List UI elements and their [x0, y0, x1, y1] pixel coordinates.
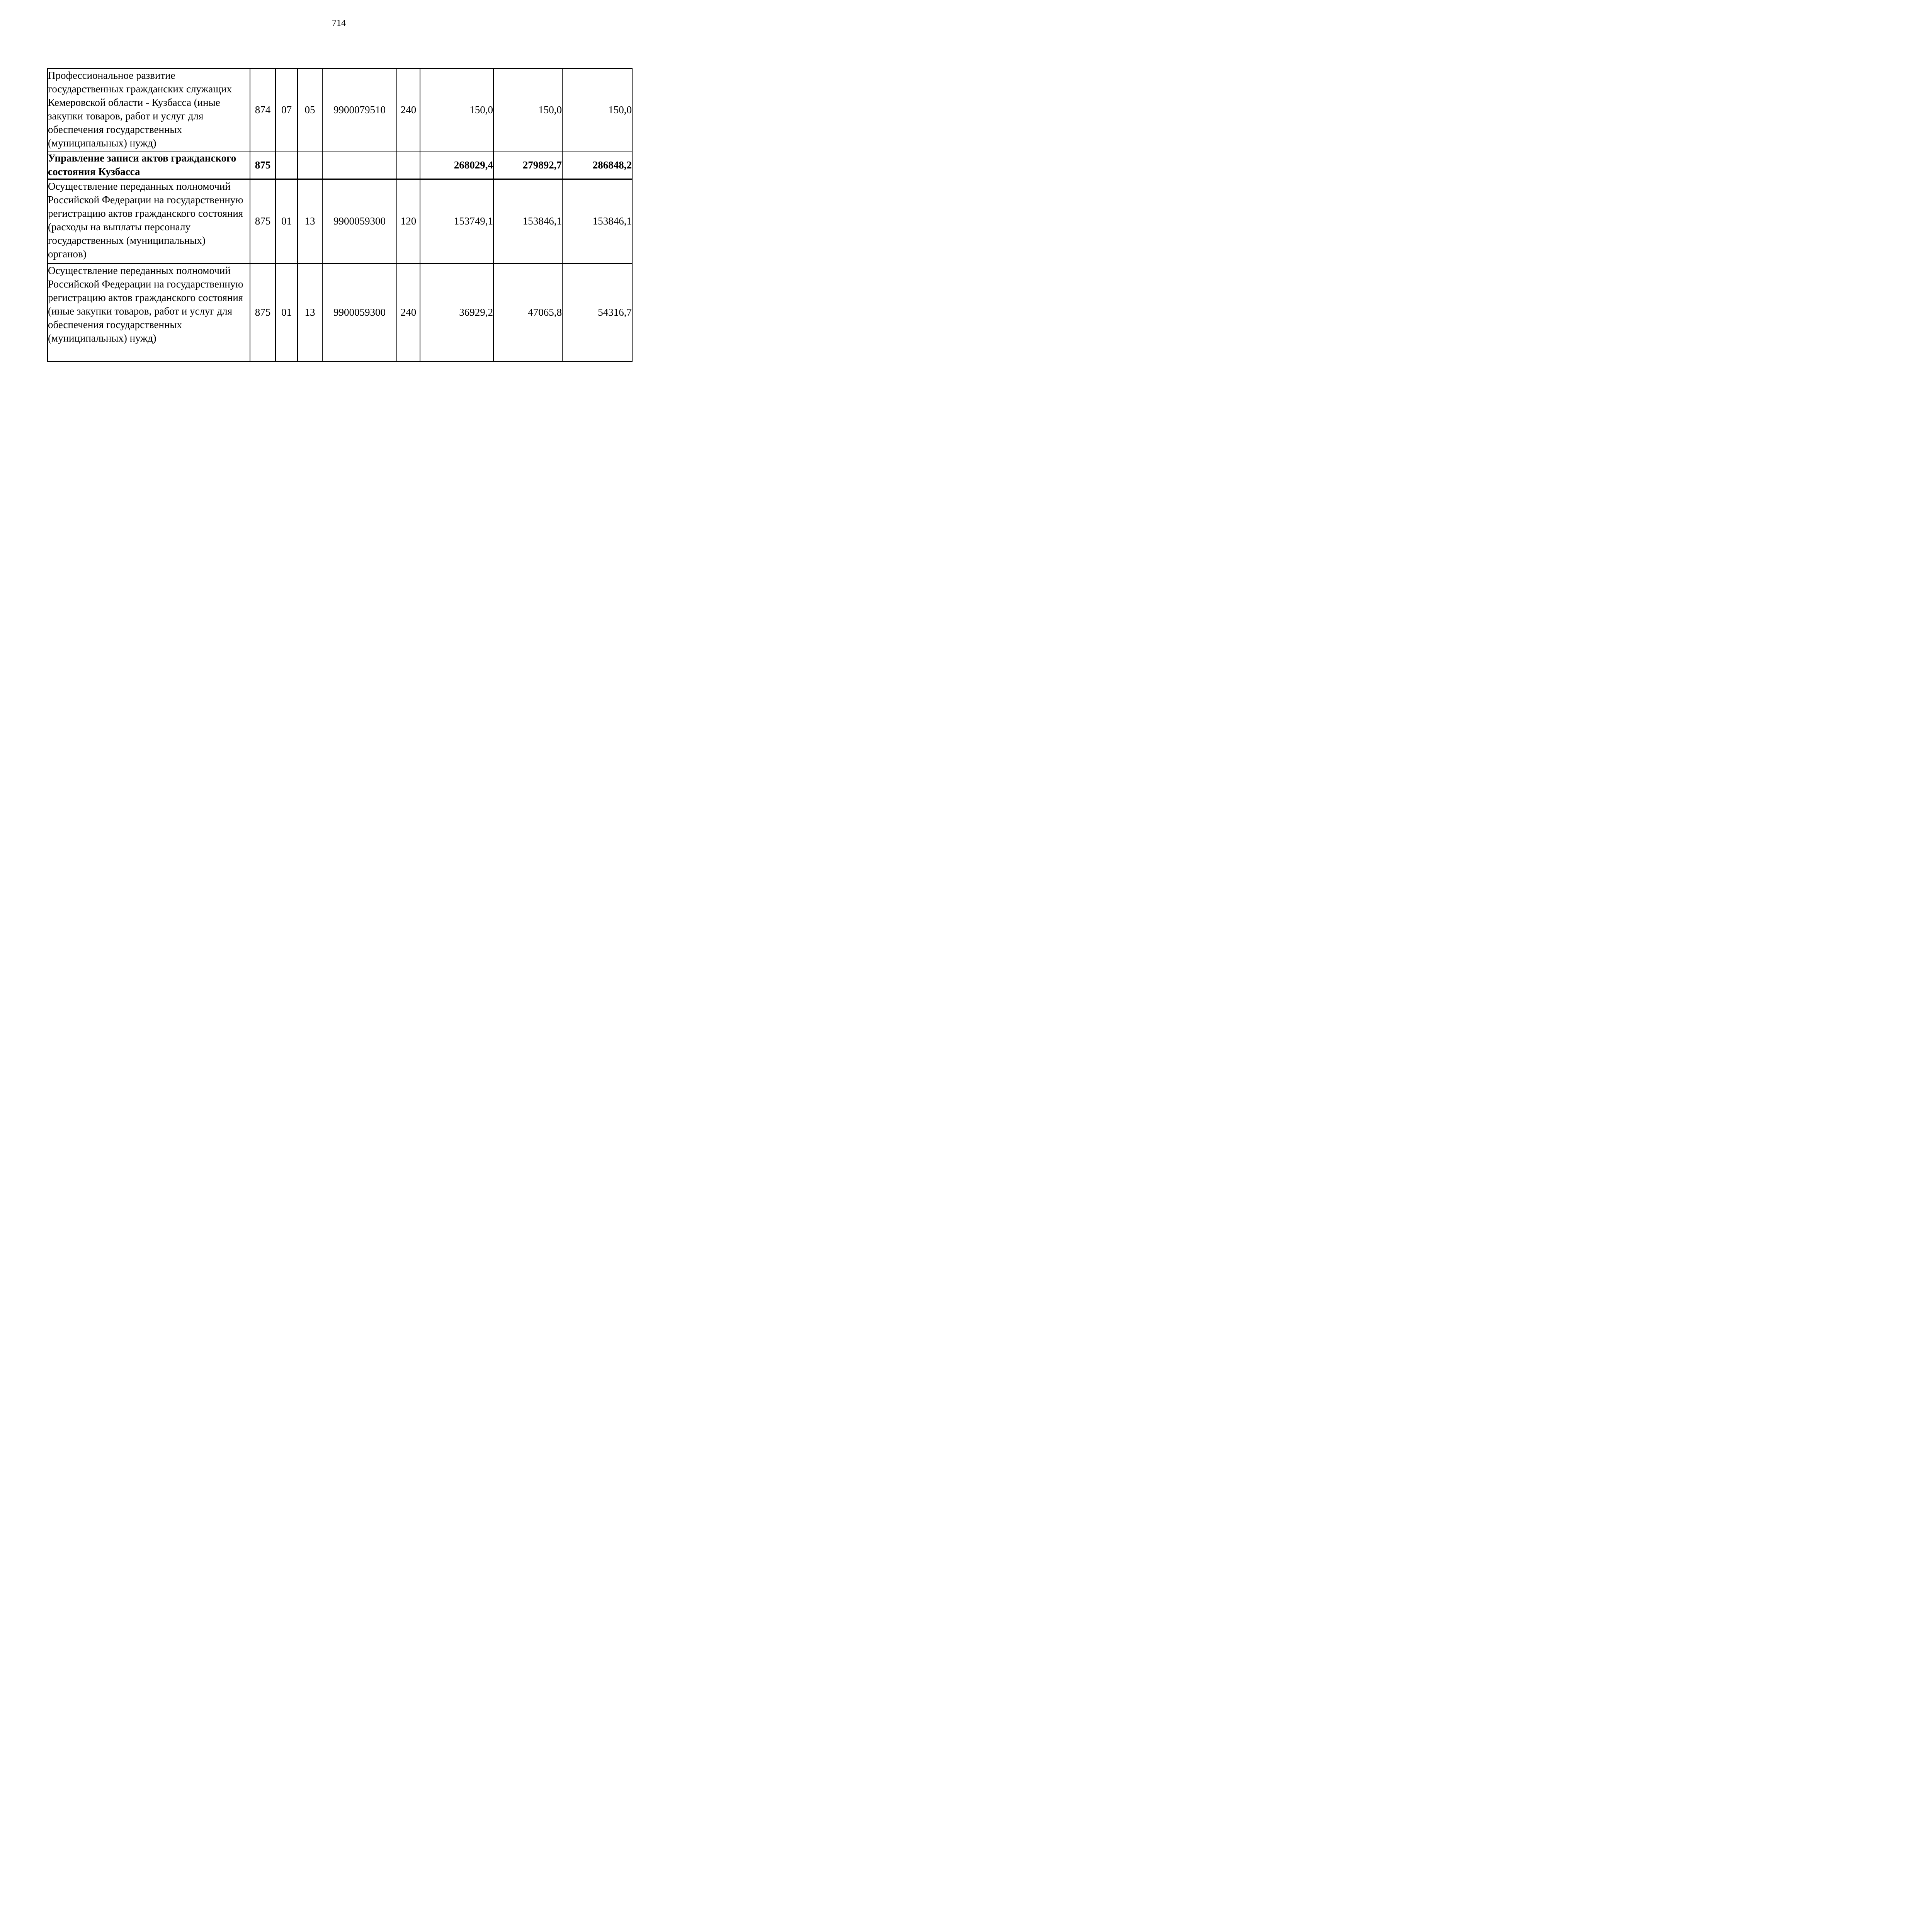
cell-code-vr: 120 — [396, 179, 420, 264]
cell-code-grbs: 875 — [250, 263, 276, 362]
cell-code-vr — [396, 151, 420, 180]
cell-code-csr: 9900079510 — [322, 68, 397, 151]
document-page: 714 Профессиональное развитие государств… — [0, 0, 678, 479]
cell-name: Управление записи актов гражданского сос… — [47, 151, 250, 180]
cell-amount-year3: 150,0 — [562, 68, 633, 151]
cell-amount-year3: 286848,2 — [562, 151, 633, 180]
cell-code-razdel: 01 — [275, 263, 298, 362]
cell-code-grbs: 874 — [250, 68, 276, 151]
cell-code-podrazdel — [297, 151, 323, 180]
cell-name: Осуществление переданных полномочий Росс… — [47, 179, 250, 264]
cell-amount-year2: 153846,1 — [493, 179, 563, 264]
cell-code-podrazdel: 13 — [297, 179, 323, 264]
table-row-summary: Управление записи актов гражданского сос… — [47, 151, 633, 180]
budget-table: Профессиональное развитие государственны… — [47, 68, 633, 362]
cell-code-podrazdel: 13 — [297, 263, 323, 362]
cell-code-csr: 9900059300 — [322, 263, 397, 362]
cell-name: Профессиональное развитие государственны… — [47, 68, 250, 151]
cell-amount-year1: 153749,1 — [420, 179, 494, 264]
cell-code-grbs: 875 — [250, 179, 276, 264]
cell-code-csr: 9900059300 — [322, 179, 397, 264]
table-row: Осуществление переданных полномочий Росс… — [47, 179, 633, 264]
cell-amount-year1: 36929,2 — [420, 263, 494, 362]
cell-amount-year3: 54316,7 — [562, 263, 633, 362]
cell-amount-year2: 47065,8 — [493, 263, 563, 362]
cell-code-csr — [322, 151, 397, 180]
cell-code-razdel: 07 — [275, 68, 298, 151]
table-row: Осуществление переданных полномочий Росс… — [47, 263, 633, 362]
table-row: Профессиональное развитие государственны… — [47, 68, 633, 151]
cell-code-razdel — [275, 151, 298, 180]
cell-code-razdel: 01 — [275, 179, 298, 264]
cell-code-grbs: 875 — [250, 151, 276, 180]
cell-code-podrazdel: 05 — [297, 68, 323, 151]
cell-code-vr: 240 — [396, 68, 420, 151]
cell-code-vr: 240 — [396, 263, 420, 362]
cell-amount-year1: 268029,4 — [420, 151, 494, 180]
cell-amount-year3: 153846,1 — [562, 179, 633, 264]
cell-name: Осуществление переданных полномочий Росс… — [47, 263, 250, 362]
page-number: 714 — [332, 18, 346, 28]
cell-amount-year2: 150,0 — [493, 68, 563, 151]
cell-amount-year1: 150,0 — [420, 68, 494, 151]
cell-amount-year2: 279892,7 — [493, 151, 563, 180]
